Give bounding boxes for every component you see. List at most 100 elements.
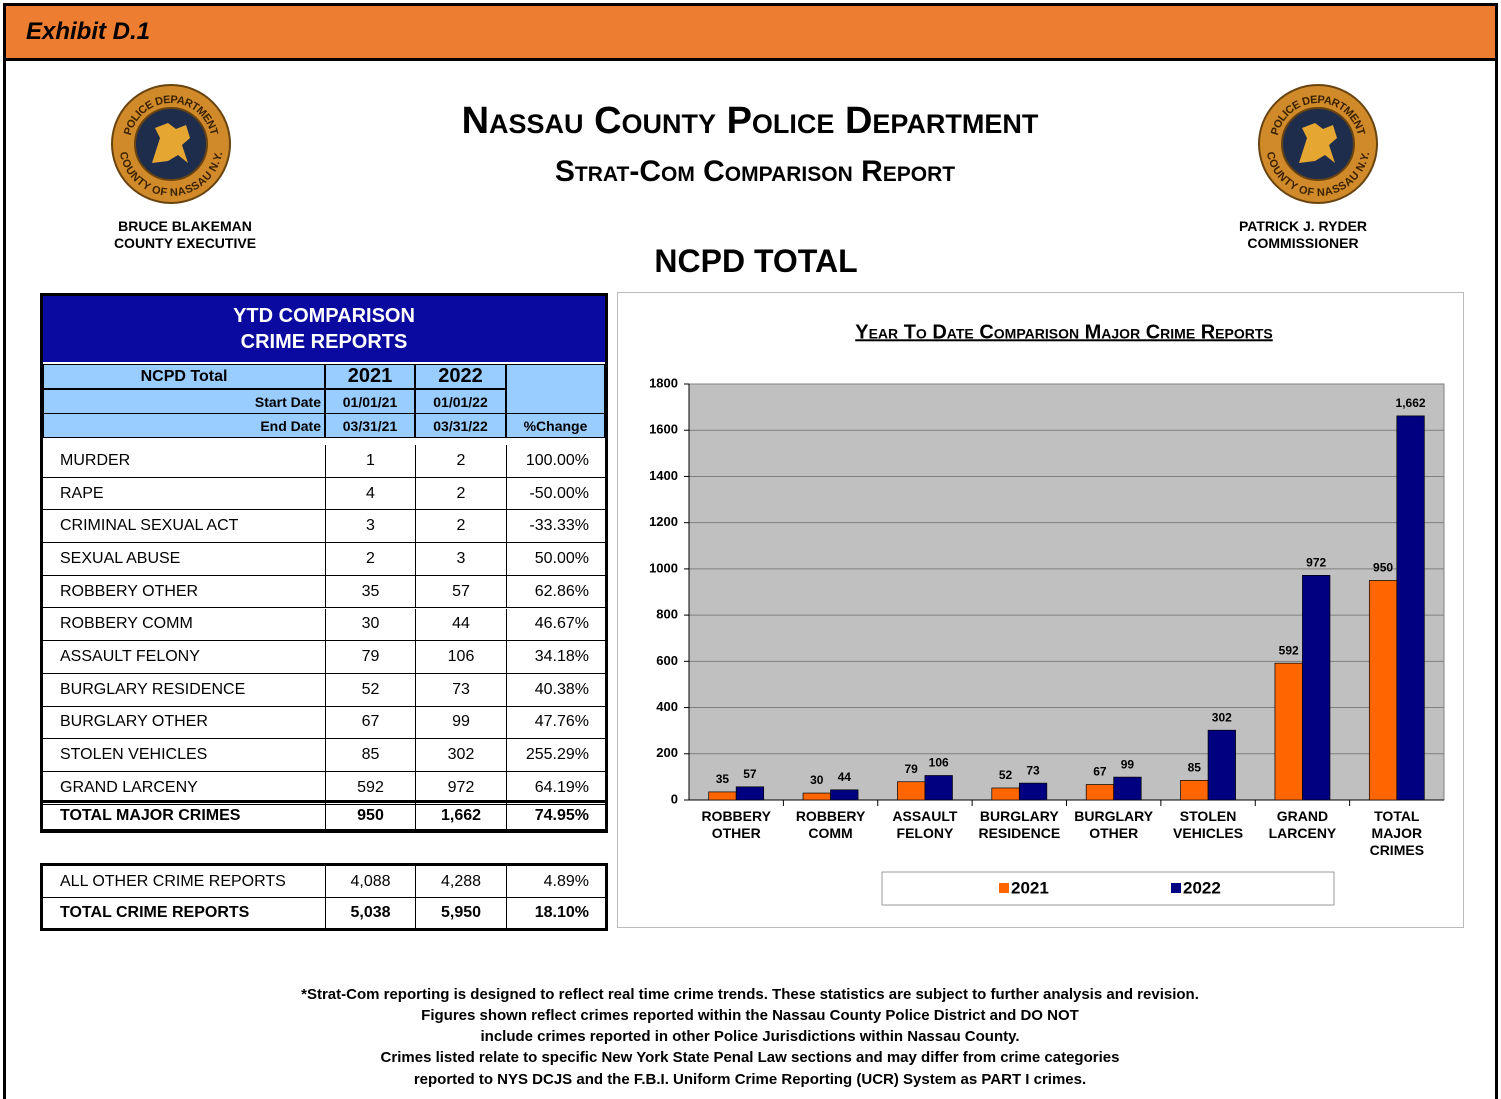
chart-panel: Year To Date Comparison Major Crime Repo… bbox=[617, 292, 1464, 928]
table-cell: ROBBERY COMM bbox=[43, 609, 325, 642]
table-cell: 79 bbox=[325, 641, 415, 674]
y-tick-label: 600 bbox=[656, 653, 678, 668]
other-cell: TOTAL CRIME REPORTS bbox=[43, 898, 325, 929]
table-cell: 302 bbox=[415, 739, 506, 772]
table-cell: ROBBERY OTHER bbox=[43, 576, 325, 609]
value-label: 106 bbox=[929, 756, 949, 770]
table-title-line: CRIME REPORTS bbox=[240, 331, 408, 353]
other-frame bbox=[40, 863, 608, 931]
bar bbox=[924, 775, 953, 801]
head-year: 2021 bbox=[325, 364, 415, 389]
legend-box bbox=[881, 871, 1335, 906]
table-cell: 2 bbox=[415, 477, 506, 511]
commissioner-name: PATRICK J. RYDER bbox=[1238, 218, 1368, 234]
legend-swatch bbox=[999, 883, 1009, 893]
table-cell: -33.33% bbox=[506, 510, 605, 544]
x-tick-label: ROBBERY OTHER bbox=[701, 808, 771, 841]
y-tick-label: 1600 bbox=[649, 422, 678, 437]
x-tick-label: GRAND LARCENY bbox=[1269, 808, 1337, 841]
y-tick-label: 800 bbox=[656, 607, 678, 622]
total-cell: TOTAL MAJOR CRIMES bbox=[43, 803, 325, 830]
plot-area bbox=[688, 383, 1445, 801]
y-tick-label: 200 bbox=[656, 745, 678, 760]
bar bbox=[1274, 662, 1303, 801]
other-cell: 5,038 bbox=[325, 898, 415, 929]
total-rule bbox=[43, 800, 605, 803]
x-tick-label: STOLEN VEHICLES bbox=[1173, 808, 1243, 841]
value-label: 67 bbox=[1093, 765, 1107, 779]
table-cell: 35 bbox=[325, 575, 415, 609]
bar bbox=[1113, 776, 1142, 801]
head-label: NCPD Total bbox=[43, 364, 325, 389]
y-tick-label: 0 bbox=[671, 791, 678, 806]
end-date: 03/31/22 bbox=[415, 413, 506, 438]
change-label: %Change bbox=[506, 413, 605, 438]
seal-lion bbox=[152, 123, 190, 163]
start-label: Start Date bbox=[43, 389, 325, 414]
x-tick-label: ROBBERY COMM bbox=[796, 808, 866, 841]
executive-name: BRUCE BLAKEMAN bbox=[118, 218, 252, 234]
value-label: 57 bbox=[743, 767, 757, 781]
bar bbox=[735, 786, 765, 801]
seal-lion bbox=[1299, 123, 1337, 163]
table-cell: 99 bbox=[415, 706, 506, 740]
start-date: 01/01/22 bbox=[415, 389, 506, 414]
value-label: 35 bbox=[716, 772, 730, 786]
table-cell: BURGLARY OTHER bbox=[43, 707, 325, 740]
table-cell: 44 bbox=[415, 608, 506, 642]
other-cell: 4,288 bbox=[415, 866, 506, 898]
table-cell: 2 bbox=[415, 510, 506, 544]
table-cell: 67 bbox=[325, 706, 415, 740]
section-title: NCPD TOTAL bbox=[654, 243, 858, 279]
table-cell: 30 bbox=[325, 608, 415, 642]
table-cell: 3 bbox=[325, 510, 415, 544]
exhibit-label: Exhibit D.1 bbox=[26, 18, 151, 45]
bar bbox=[830, 789, 859, 801]
y-tick-label: 1000 bbox=[649, 560, 678, 575]
table-cell: ASSAULT FELONY bbox=[43, 641, 325, 674]
table-cell: 40.38% bbox=[506, 673, 605, 707]
table-cell: 4 bbox=[325, 477, 415, 511]
legend-label: 2022 bbox=[1183, 878, 1221, 897]
other-cell: 18.10% bbox=[506, 898, 605, 929]
chart: Year To Date Comparison Major Crime Repo… bbox=[649, 321, 1445, 906]
table-cell: 85 bbox=[325, 739, 415, 772]
seal: POLICE DEPARTMENT COUNTY OF NASSAU N.Y. bbox=[111, 84, 231, 204]
start-date: 01/01/21 bbox=[325, 389, 415, 414]
total-cell: 1,662 bbox=[415, 803, 506, 830]
table-cell: -50.00% bbox=[506, 477, 605, 511]
seal: POLICE DEPARTMENT COUNTY OF NASSAU N.Y. bbox=[1258, 84, 1378, 204]
legend-label: 2021 bbox=[1011, 878, 1049, 897]
table-cell: BURGLARY RESIDENCE bbox=[43, 674, 325, 707]
table-cell: 106 bbox=[415, 641, 506, 674]
bar bbox=[1018, 782, 1048, 801]
value-label: 99 bbox=[1121, 757, 1135, 771]
table-frame bbox=[40, 293, 608, 833]
table-cell: 34.18% bbox=[506, 641, 605, 674]
head-blank bbox=[506, 364, 605, 414]
y-tick-label: 400 bbox=[656, 699, 678, 714]
footnote-line: Crimes listed relate to specific New Yor… bbox=[380, 1049, 1120, 1067]
frame-right bbox=[1495, 60, 1498, 1099]
table-cell: 46.67% bbox=[506, 608, 605, 642]
value-label: 79 bbox=[905, 762, 919, 776]
table-cell: 64.19% bbox=[506, 772, 605, 805]
exhibit-bar bbox=[3, 3, 1498, 61]
chart-title: Year To Date Comparison Major Crime Repo… bbox=[855, 321, 1273, 343]
bar bbox=[802, 792, 831, 801]
value-label: 73 bbox=[1026, 763, 1040, 777]
value-label: 85 bbox=[1188, 761, 1202, 775]
y-tick-label: 1200 bbox=[649, 514, 678, 529]
bar bbox=[991, 787, 1020, 801]
table-cell: 2 bbox=[325, 543, 415, 576]
value-label: 30 bbox=[810, 773, 824, 787]
table-cell: 1 bbox=[325, 445, 415, 478]
footnote-line: Figures shown reflect crimes reported wi… bbox=[421, 1006, 1079, 1024]
value-label: 950 bbox=[1373, 561, 1393, 575]
footnote-line: reported to NYS DCJS and the F.B.I. Unif… bbox=[413, 1070, 1087, 1088]
executive-role: COUNTY EXECUTIVE bbox=[113, 235, 257, 251]
table-cell: 73 bbox=[415, 673, 506, 707]
table-title: YTD COMPARISON CRIME REPORTS bbox=[43, 296, 605, 362]
bar bbox=[1085, 784, 1115, 801]
table-cell: 3 bbox=[415, 543, 506, 576]
